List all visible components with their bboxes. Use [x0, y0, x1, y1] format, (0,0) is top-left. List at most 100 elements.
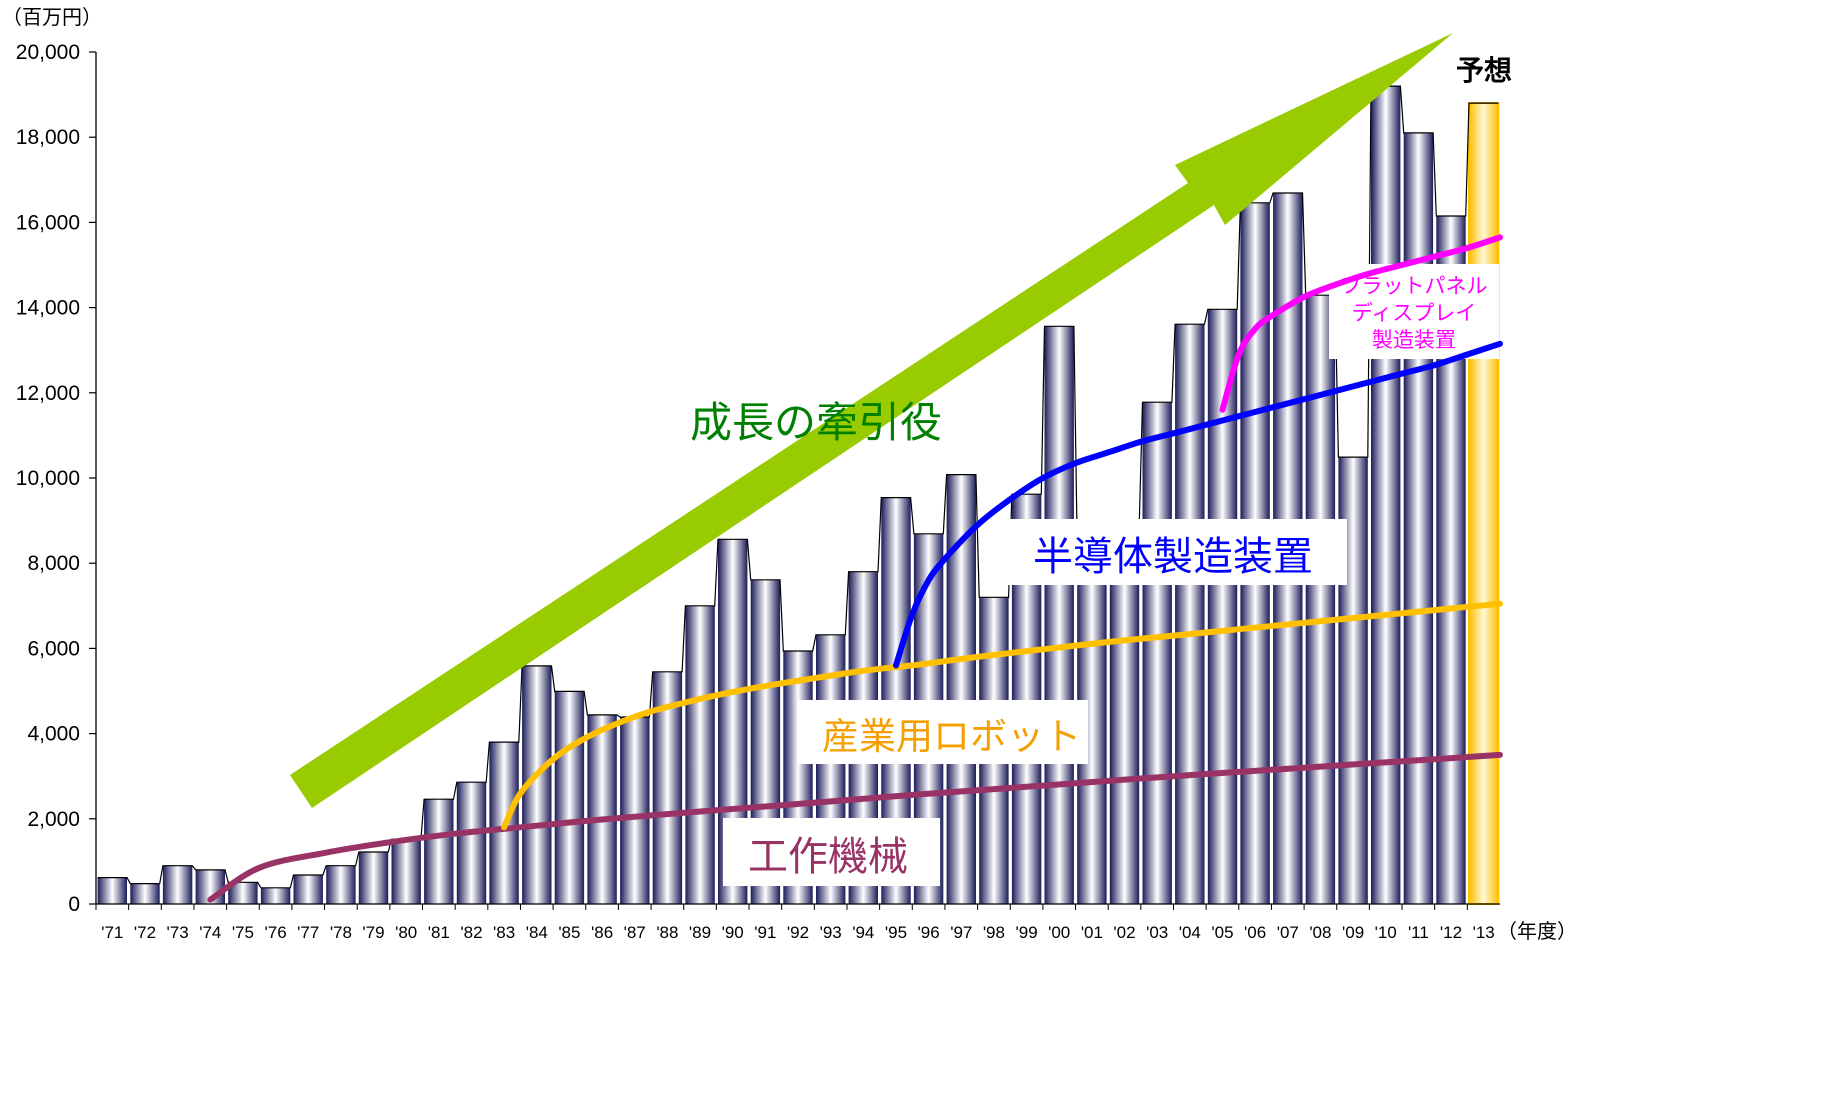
bar — [1371, 86, 1401, 905]
x-tick-label: '04 — [1179, 923, 1201, 942]
bar — [554, 691, 585, 904]
machine-tool-label-box — [723, 818, 940, 886]
x-tick-label: '92 — [787, 923, 809, 942]
x-tick-label: '83 — [493, 923, 515, 942]
y-tick-label: 14,000 — [16, 297, 80, 320]
forecast-label: 予想 — [1456, 54, 1512, 87]
x-tick-label: '98 — [983, 923, 1005, 942]
x-tick-label: '86 — [591, 923, 613, 942]
x-tick-label: '91 — [754, 923, 776, 942]
bar — [293, 875, 323, 904]
bar — [391, 839, 421, 904]
trend-lines — [207, 234, 1503, 903]
x-tick-label: '13 — [1473, 923, 1495, 942]
x-tick-label: '94 — [852, 923, 874, 942]
x-tick-label: '76 — [265, 923, 287, 942]
x-tick-label: '08 — [1309, 923, 1331, 942]
x-tick-label: '02 — [1113, 923, 1135, 942]
bar — [1044, 326, 1074, 904]
x-tick-label: '89 — [689, 923, 711, 942]
fpd-label: フラットパネル ディスプレイ 製造装置 — [1341, 274, 1488, 352]
x-tick-label: '93 — [820, 923, 842, 942]
x-tick-label: '82 — [460, 923, 482, 942]
x-tick-label: '03 — [1146, 923, 1168, 942]
robot-line — [501, 600, 1503, 831]
x-tick-label: '01 — [1081, 923, 1103, 942]
axes: 0 2,000 4,000 6,000 8,000 10,000 12,000 14,000 1… — [16, 41, 1500, 942]
bar — [130, 883, 160, 904]
value-outline — [97, 85, 1499, 889]
x-tick-label: '10 — [1375, 923, 1397, 942]
bar — [260, 887, 291, 904]
fpd-label-line-2: ディスプレイ — [1352, 301, 1477, 325]
semiconductor-line — [893, 340, 1503, 669]
y-tick-label: 16,000 — [16, 211, 80, 234]
x-tick-label: '11 — [1408, 923, 1429, 942]
x-tick-label: '72 — [134, 923, 156, 942]
x-tick-label: '78 — [330, 923, 352, 942]
x-tick-label: '81 — [428, 923, 450, 942]
machine-tool-line — [207, 751, 1503, 903]
bar — [326, 865, 356, 904]
y-tick-label: 10,000 — [16, 467, 80, 490]
y-tick-label: 12,000 — [16, 382, 80, 405]
x-tick-label: '88 — [656, 923, 678, 942]
bar — [1109, 526, 1140, 904]
bar — [424, 799, 454, 904]
forecast-bar — [1468, 102, 1500, 906]
y-tick-label: 6,000 — [27, 637, 80, 660]
machine-tool-label: 工作機械 — [748, 834, 908, 880]
x-tick-label: '00 — [1048, 923, 1070, 942]
semiconductor-label-box — [1003, 519, 1347, 585]
x-tick-label: '09 — [1342, 923, 1364, 942]
fpd-line — [1219, 234, 1503, 413]
bar — [1175, 324, 1205, 904]
x-tick-label: '96 — [918, 923, 940, 942]
x-tick-label: '71 — [101, 923, 123, 942]
y-tick-label: 2,000 — [27, 808, 80, 831]
x-tick-label: '73 — [167, 923, 189, 942]
bar — [358, 852, 389, 904]
x-tick-label: '85 — [558, 923, 580, 942]
x-tick-label: '90 — [722, 923, 744, 942]
bar — [1305, 295, 1336, 904]
bar — [162, 865, 193, 904]
y-tick-label: 0 — [68, 893, 80, 916]
x-tick-label: '06 — [1244, 923, 1266, 942]
x-tick-label: '05 — [1211, 923, 1233, 942]
x-tick-label: '12 — [1440, 923, 1462, 942]
robot-label-box — [798, 700, 1088, 764]
bar — [1142, 402, 1172, 904]
x-tick-label: '74 — [199, 923, 221, 942]
growth-arrow — [290, 33, 1453, 808]
bar — [620, 717, 650, 904]
x-tick-label: '99 — [1016, 923, 1038, 942]
growth-arrow-shape — [290, 33, 1453, 808]
bar — [456, 782, 487, 904]
bar — [1403, 132, 1434, 904]
x-tick-label: '80 — [395, 923, 417, 942]
y-tick-label: 8,000 — [27, 552, 80, 575]
semiconductor-label: 半導体製造装置 — [1033, 534, 1313, 580]
x-tick-label: '07 — [1277, 923, 1299, 942]
y-axis-unit: （百万円） — [2, 5, 102, 29]
x-tick-label: '77 — [297, 923, 319, 942]
bar — [97, 877, 127, 904]
bar-outline — [97, 85, 1499, 889]
x-tick-label: '97 — [950, 923, 972, 942]
y-tick-label: 4,000 — [27, 723, 80, 746]
fpd-label-line-1: フラットパネル — [1341, 274, 1488, 298]
x-tick-label: '87 — [624, 923, 646, 942]
bar — [946, 474, 976, 904]
bar — [228, 882, 258, 904]
fpd-label-line-3: 製造装置 — [1372, 328, 1456, 352]
growth-arrow-label: 成長の牽引役 — [690, 398, 942, 447]
y-tick-label: 18,000 — [16, 126, 80, 149]
x-tick-label: '95 — [885, 923, 907, 942]
x-tick-label: '84 — [526, 923, 548, 942]
x-tick-label: '75 — [232, 923, 254, 942]
y-tick-label: 20,000 — [16, 41, 80, 64]
bar — [587, 714, 617, 904]
robot-label: 産業用ロボット — [822, 715, 1081, 758]
